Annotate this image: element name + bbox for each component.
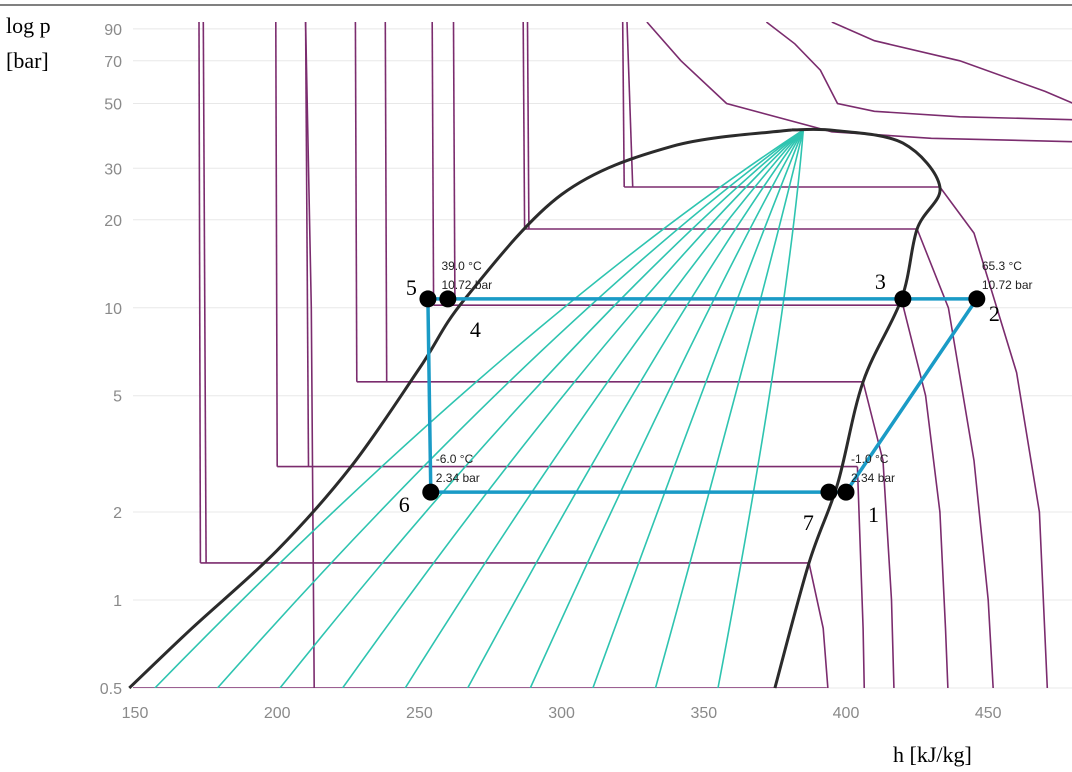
y-tick-label: 5 [113,389,122,406]
isotherm-supercritical-line [646,22,1072,143]
isotherm-liquid-line [304,22,310,467]
isotherm-liquid-line [452,22,456,299]
isotherm-liquid-line [198,22,202,563]
isotherm-liquid-line [522,22,526,230]
cycle-point-7 [820,483,838,501]
annotation-pressure: 10.72 bar [982,278,1033,292]
cycle-point-label-7: 7 [803,510,814,535]
quality-line [717,129,805,688]
isotherm-vapor-line [862,381,895,688]
x-tick-label: 400 [833,705,860,722]
cycle-point-label-6: 6 [399,492,410,517]
y-tick-label: 1 [113,593,122,610]
isotherm-liquid-line [127,22,128,308]
isotherm-vapor-line [774,687,827,688]
cycle-points: 1 2 3 4 5 6 7 [399,269,1000,535]
quality-line [341,129,804,688]
cycle-point-2 [968,290,986,308]
annotation-temp: 65.3 °C [982,259,1022,273]
cycle-point-label-1: 1 [868,502,879,527]
isotherm-liquid-line [526,22,530,230]
cycle-point-6 [422,483,440,501]
y-tick-label: 2 [113,505,122,522]
cycle-point-1 [837,483,855,501]
x-tick-label: 200 [264,705,291,722]
cycle-point-5 [419,290,437,308]
x-tick-label: 350 [690,705,717,722]
x-axis-title: h [kJ/kg] [893,742,972,767]
isotherm-liquid-line [275,22,278,467]
quality-line [154,129,804,688]
isotherm-vapor-line [939,186,1049,688]
quality-line [279,129,804,688]
quality-line [404,129,804,688]
gridlines [133,28,1072,689]
isotherm-liquid-line [626,22,634,187]
cycle-point-label-3: 3 [875,269,886,294]
annotation-temp: -6.0 °C [436,452,474,466]
y-tick-label: 20 [104,213,122,230]
saturated-liquid-curve [128,128,793,690]
annotation-pressure: 10.72 bar [441,278,492,292]
annotation-temp: -1.0 °C [851,452,889,466]
quality-line [654,129,805,688]
isotherm-liquid-line [354,22,358,382]
y-tick-label: 70 [104,54,122,71]
annotation-pressure: 2.34 bar [851,471,895,485]
y-tick-label: 0.5 [100,681,122,698]
cycle-point-label-5: 5 [406,275,417,300]
isotherm-vapor-line [808,562,829,688]
y-tick-label: 30 [104,161,122,178]
x-tick-label: 300 [548,705,575,722]
y-tick-label: 50 [104,96,122,113]
isotherm-lines [95,22,1072,688]
isotherm-liquid-line [202,22,207,563]
isotherm-vapor-line [916,228,994,688]
x-tick-label: 450 [975,705,1002,722]
axis-ticks: 0.5 1 2 5 10 20 30 50 70 90 150 200 250 300 350 400 450 [100,22,1002,722]
quality-line [466,129,804,688]
isotherm-supercritical-line [765,22,1072,121]
saturated-vapor-curve [773,127,942,689]
y-tick-label: 10 [104,301,122,318]
annotation-temp: 39.0 °C [441,259,481,273]
state-annotations: 39.0 °C 10.72 bar 65.3 °C 10.72 bar -6.0 °C 2… [436,259,1033,485]
cycle-point-4 [439,290,457,308]
quality-lines [154,129,805,688]
isotherm-vapor-line [902,305,949,688]
cycle-point-3 [894,290,912,308]
isotherm-liquid-line [128,22,129,688]
cycle-point-label-2: 2 [989,301,1000,326]
cycle-point-label-4: 4 [470,317,481,342]
x-tick-label: 150 [122,705,149,722]
y-axis-unit: [bar] [6,48,49,73]
y-tick-label: 90 [104,22,122,39]
isotherm-supercritical-line [831,22,1072,104]
x-tick-label: 250 [406,705,433,722]
isotherm-liquid-line [621,22,625,188]
isotherm-liquid-line [431,22,435,306]
quality-line [216,129,804,688]
annotation-pressure: 2.34 bar [436,471,480,485]
isotherm-liquid-line [95,22,101,688]
quality-line [592,129,805,688]
isotherm-liquid-line [384,22,388,382]
isotherm-vapor-line [856,466,866,688]
y-axis-title: log p [6,13,51,38]
quality-line [529,129,804,688]
isotherm-supercritical-line [304,22,315,688]
